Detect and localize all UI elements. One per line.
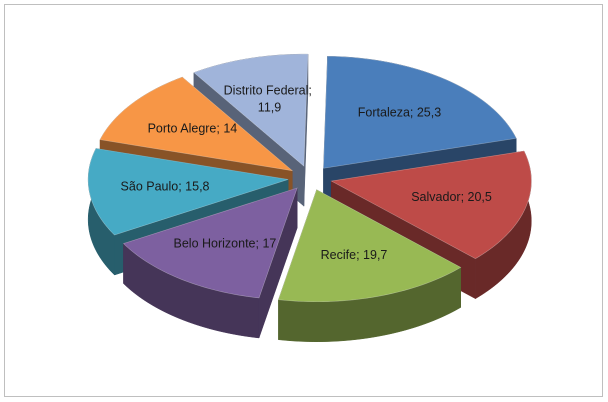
slice-top <box>278 189 462 303</box>
label-separator: ; <box>256 237 263 251</box>
label-separator: ; <box>216 122 223 136</box>
data-label: São Paulo; 15,8 <box>121 180 210 194</box>
slice <box>278 189 462 342</box>
slice-top <box>122 187 298 299</box>
data-label: Distrito Federal; 11,9 <box>224 84 316 115</box>
label-value: 11,9 <box>258 101 281 115</box>
data-label: Fortaleza; 25,3 <box>358 106 441 120</box>
label-value: 15,8 <box>185 180 209 194</box>
label-category: Fortaleza <box>358 106 410 120</box>
slice-top <box>330 150 532 260</box>
slice-top <box>87 148 289 236</box>
data-label: Salvador; 20,5 <box>411 190 492 204</box>
label-value: 14 <box>223 122 237 136</box>
label-value: 20,5 <box>468 190 492 204</box>
label-separator: ; <box>308 84 315 98</box>
label-value: 17 <box>262 237 276 251</box>
slice <box>122 187 298 339</box>
label-category: São Paulo <box>121 180 179 194</box>
data-label: Recife; 19,7 <box>321 248 388 262</box>
slice-top <box>323 55 517 169</box>
slice-top <box>99 76 294 172</box>
label-value: 19,7 <box>363 248 387 262</box>
label-category: Salvador <box>411 190 460 204</box>
data-label: Belo Horizonte; 17 <box>174 237 277 251</box>
label-separator: ; <box>461 190 468 204</box>
label-value: 25,3 <box>417 106 441 120</box>
label-separator: ; <box>356 248 363 262</box>
label-separator: ; <box>178 180 185 194</box>
label-category: Recife <box>321 248 356 262</box>
label-category: Porto Alegre <box>148 122 217 136</box>
data-label: Porto Alegre; 14 <box>148 122 238 136</box>
slice-side <box>123 242 260 339</box>
label-separator: ; <box>410 106 417 120</box>
label-category: Distrito Federal <box>224 84 309 98</box>
label-category: Belo Horizonte <box>174 237 256 251</box>
slice-top <box>193 53 309 167</box>
